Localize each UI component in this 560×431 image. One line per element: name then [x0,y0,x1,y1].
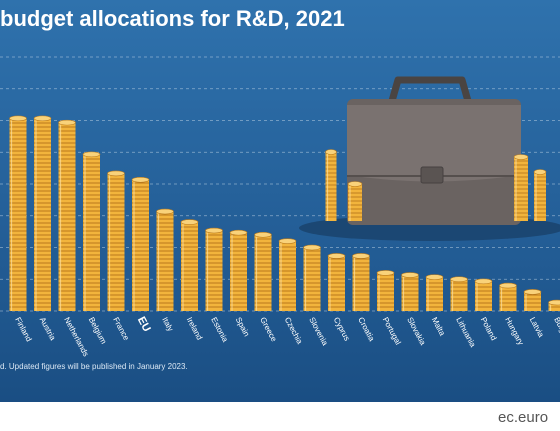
tick-label: Austria [38,316,58,343]
coin-stack-icon [325,149,337,221]
tick-label: Slovenia [307,316,330,348]
tick-label: Poland [479,316,499,342]
bar [131,176,150,311]
coin-stack-icon [347,181,363,221]
bar [180,219,199,311]
bar [33,115,52,311]
bar [82,151,101,311]
tick-label: Finland [13,316,33,343]
tick-label: Belgium [87,316,109,346]
tick-label: Slovakia [405,316,427,347]
bar [499,282,517,311]
bar [523,289,542,311]
footer: ec.euro [0,402,560,431]
bar [401,272,419,311]
tick-label: Croatia [356,316,376,343]
tick-label: France [111,316,131,343]
bar [450,276,468,311]
tick-label: Cyprus [332,316,352,343]
tick-label: Portugal [381,316,403,347]
tick-label: Greece [258,316,279,344]
bar [327,253,346,311]
tick-label: Ireland [185,316,204,342]
coin-stack-icon [513,154,529,221]
bar [156,208,174,311]
tick-label: Spain [234,316,252,338]
tick-label: Czechia [283,316,305,346]
briefcase-with-coins-icon [299,76,560,241]
bar [58,119,76,311]
chart-title: budget allocations for R&D, 2021 [0,6,345,31]
bar [303,244,321,311]
tick-label: Malta [430,316,447,338]
tick-label: Bulgaria [552,316,560,347]
bar [425,274,444,311]
decorative-coin-stacks [325,149,547,221]
bar [548,299,560,311]
bars [9,115,560,311]
bar [278,238,297,311]
coin-stack-icon [533,169,547,221]
chart-panel: Finland Austria Netherlands Belgium France EU… [0,0,560,402]
source-logo-text: ec.euro [498,409,549,426]
bar [205,227,223,311]
bar [254,232,272,311]
tick-label: Netherlands [62,316,90,358]
bar [9,115,27,311]
tick-label: Hungary [503,316,525,347]
bar [229,229,248,311]
bar [352,253,370,311]
bar [107,170,125,311]
tick-label: Latvia [528,316,546,340]
footnote: d. Updated figures will be published in … [0,362,188,371]
bar [474,278,493,311]
tick-label: Italy [160,316,175,333]
tick-label: EU [135,315,153,334]
tick-label: Estonia [209,316,230,344]
bar [376,270,395,311]
tick-label: Lithuania [454,316,477,349]
